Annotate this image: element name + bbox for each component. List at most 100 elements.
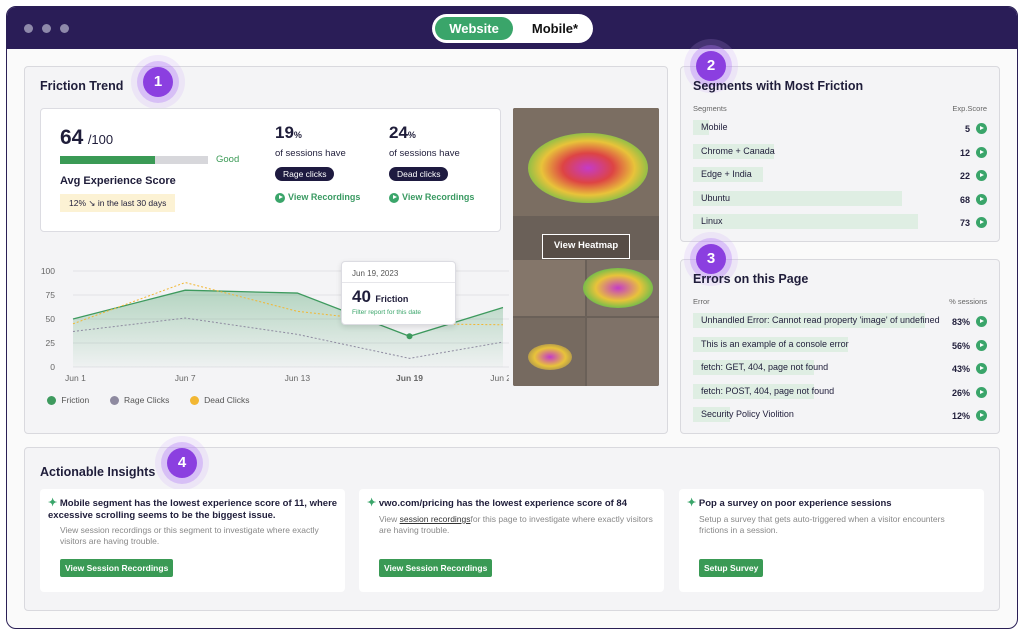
play-icon[interactable] xyxy=(976,170,987,181)
rage-view-recordings-label: View Recordings xyxy=(288,192,361,202)
play-icon[interactable] xyxy=(976,386,987,398)
insight-2-session-recordings-link[interactable]: session recordings xyxy=(399,514,471,524)
dead-unit: % xyxy=(407,130,416,140)
segment-row-value: 73 xyxy=(959,218,970,228)
friction-trend-title: Friction Trend xyxy=(40,79,124,93)
heatmap-thumbnail[interactable]: View Heatmap xyxy=(513,108,659,386)
score-value: 64 xyxy=(60,126,84,149)
view-heatmap-button[interactable]: View Heatmap xyxy=(542,234,630,259)
score-label: Avg Experience Score xyxy=(60,175,176,187)
friction-area xyxy=(73,290,503,367)
insights-panel: Actionable Insights 4 ✦ Mobile segment h… xyxy=(24,447,1000,611)
error-row-bar xyxy=(693,360,814,375)
segments-col-right: Exp.Score xyxy=(952,104,987,113)
segment-row-label: Mobile xyxy=(701,122,728,132)
x-tick-label: Jun 19 xyxy=(396,373,423,383)
segments-title: Segments with Most Friction xyxy=(693,79,864,93)
insight-2-body-post: for this page to investigate where exact… xyxy=(379,514,653,535)
errors-title: Errors on this Page xyxy=(693,272,809,286)
platform-toggle: Website Mobile* xyxy=(432,14,593,43)
play-icon[interactable] xyxy=(976,146,987,158)
tab-mobile[interactable]: Mobile* xyxy=(531,21,579,36)
play-icon[interactable] xyxy=(976,410,987,421)
rage-pct: 19 xyxy=(275,123,294,142)
dead-clicks-pill: Dead clicks xyxy=(389,167,449,181)
error-row-value: 43% xyxy=(951,364,970,374)
play-icon xyxy=(275,192,285,203)
play-icon[interactable] xyxy=(976,217,987,228)
rage-unit: % xyxy=(293,130,302,140)
insight-1-body: View session recordings or this segment … xyxy=(60,525,319,546)
play-icon[interactable] xyxy=(976,193,987,205)
error-row-label: This is an example of a console error xyxy=(701,338,849,349)
x-tick-label: Jun 7 xyxy=(175,373,196,383)
friction-trend-chart: 100 75 50 25 0 Jun 1 Jun 7 Jun 13 Jun 19 Jun 24 xyxy=(41,266,509,383)
x-tick-label: Jun 13 xyxy=(285,373,311,383)
chart-tooltip: Jun 19, 2023 40 Friction Filter report f… xyxy=(341,261,456,325)
insight-3-setup-survey-button[interactable]: Setup Survey xyxy=(699,559,764,577)
series-line-rage-clicks xyxy=(72,317,504,359)
series-line-friction xyxy=(72,289,504,337)
play-icon[interactable] xyxy=(976,123,987,134)
error-row-label: Unhandled Error: Cannot read property 'i… xyxy=(701,315,940,325)
play-icon[interactable] xyxy=(976,316,987,327)
errors-panel: 3 Errors on this Page Error % sessions U… xyxy=(680,244,1000,434)
segment-row-value: 22 xyxy=(959,171,970,181)
insight-3-body: Setup a survey that gets auto-triggered … xyxy=(699,514,945,535)
tooltip-divider xyxy=(342,282,455,283)
legend-friction: Friction xyxy=(61,395,90,405)
window-dot-close[interactable] xyxy=(24,24,33,33)
legend-dot-dead xyxy=(189,396,199,406)
step-badge-2: 2 xyxy=(696,51,726,81)
heatmap-tile-1 xyxy=(513,260,585,316)
y-tick-label: 50 xyxy=(46,314,56,324)
tooltip-label: Friction xyxy=(375,294,409,304)
segment-row-label: Ubuntu xyxy=(701,192,731,203)
x-tick-label: Jun 24 xyxy=(490,373,509,383)
sparkle-icon: ✦ xyxy=(367,497,377,509)
insight-3-heading-wrap: ✦ Pop a survey on poor experience sessio… xyxy=(687,497,979,510)
play-icon[interactable] xyxy=(976,339,987,351)
error-row-value: 12% xyxy=(951,411,970,421)
insight-2-view-recordings-button[interactable]: View Session Recordings xyxy=(379,559,493,577)
play-icon xyxy=(389,192,399,203)
error-row-value: 83% xyxy=(951,317,970,327)
segment-row-label: Chrome + Canada xyxy=(701,145,775,156)
insight-2-heading-wrap: ✦ vwo.com/pricing has the lowest experie… xyxy=(367,497,659,510)
score-bar-track xyxy=(60,156,208,164)
insight-card-1: ✦ Mobile segment has the lowest experien… xyxy=(40,489,345,592)
friction-trend-panel: Friction Trend 1 64 /100 Good Avg Experi… xyxy=(24,66,668,434)
legend-dot-friction xyxy=(47,396,56,406)
heatmap-tile-4 xyxy=(587,318,659,386)
segment-row-label: Linux xyxy=(701,216,723,226)
rage-desc: of sessions have xyxy=(275,148,346,159)
insight-1-heading: Mobile segment has the lowest experience… xyxy=(48,498,338,521)
step-badge-3: 3 xyxy=(696,244,726,274)
y-tick-label: 0 xyxy=(50,362,55,372)
app-window: Website Mobile* Friction Trend 1 64 /100… xyxy=(6,6,1018,629)
error-row-bar xyxy=(693,407,731,422)
insight-card-2: ✦ vwo.com/pricing has the lowest experie… xyxy=(359,489,664,592)
error-row-value: 56% xyxy=(951,340,970,351)
tooltip-date: Jun 19, 2023 xyxy=(352,269,399,278)
window-dot-minimize[interactable] xyxy=(42,24,51,33)
dead-pct-wrap: 24% xyxy=(389,123,416,143)
dead-view-recordings-link[interactable]: View Recordings xyxy=(389,192,474,203)
dead-view-recordings-label: View Recordings xyxy=(402,192,475,202)
insight-1-view-recordings-button[interactable]: View Session Recordings xyxy=(60,559,174,577)
legend-rage: Rage Clicks xyxy=(124,395,170,405)
tooltip-filter-link[interactable]: Filter report for this date xyxy=(352,309,421,316)
error-row-label: fetch: GET, 404, page not found xyxy=(701,362,829,372)
error-row-bar xyxy=(693,313,925,328)
play-icon[interactable] xyxy=(976,363,987,374)
segments-col-left: Segments xyxy=(693,104,727,113)
score-good-label: Good xyxy=(216,154,240,165)
tab-website[interactable]: Website xyxy=(435,17,513,40)
window-dot-maximize[interactable] xyxy=(60,24,69,33)
score-card: 64 /100 Good Avg Experience Score 12% ↘ … xyxy=(40,108,501,232)
rage-view-recordings-link[interactable]: View Recordings xyxy=(275,192,360,203)
segment-row-bar xyxy=(693,143,775,159)
y-tick-label: 25 xyxy=(46,338,56,348)
segment-row-value: 68 xyxy=(959,194,970,205)
tooltip-value-wrap: 40 Friction xyxy=(352,287,408,307)
